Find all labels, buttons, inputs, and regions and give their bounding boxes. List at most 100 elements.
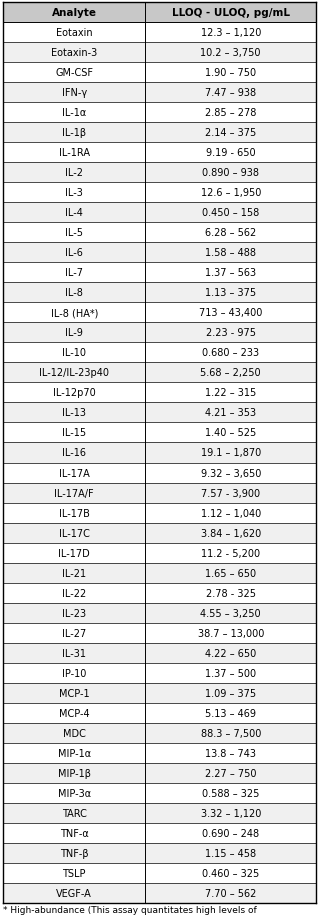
Text: 0.890 – 938: 0.890 – 938 <box>202 168 259 178</box>
Text: IL-17C: IL-17C <box>59 528 90 538</box>
Bar <box>3 243 316 263</box>
Text: 1.58 – 488: 1.58 – 488 <box>205 248 256 258</box>
Bar <box>3 803 316 823</box>
Text: 7.70 – 562: 7.70 – 562 <box>205 888 256 898</box>
Text: IP-10: IP-10 <box>62 668 86 678</box>
Text: IL-17A: IL-17A <box>59 468 90 478</box>
Bar <box>3 523 316 543</box>
Text: IFN-γ: IFN-γ <box>62 88 87 98</box>
Text: 4.21 – 353: 4.21 – 353 <box>205 408 256 418</box>
Bar <box>3 703 316 723</box>
Text: 1.22 – 315: 1.22 – 315 <box>205 388 256 398</box>
Text: 7.57 - 3,900: 7.57 - 3,900 <box>201 488 260 498</box>
Text: IL-13: IL-13 <box>62 408 86 418</box>
Text: IL-27: IL-27 <box>62 628 86 638</box>
Bar <box>3 543 316 563</box>
Text: Eotaxin: Eotaxin <box>56 28 93 38</box>
Bar <box>3 383 316 403</box>
Text: 4.22 – 650: 4.22 – 650 <box>205 648 256 658</box>
Bar <box>3 623 316 643</box>
Text: 3.32 – 1,120: 3.32 – 1,120 <box>201 808 261 818</box>
Bar <box>3 223 316 243</box>
Text: IL-17B: IL-17B <box>59 508 90 518</box>
Text: IL-12p70: IL-12p70 <box>53 388 96 398</box>
Text: 10.2 – 3,750: 10.2 – 3,750 <box>200 48 261 58</box>
Text: MCP-4: MCP-4 <box>59 708 90 718</box>
Bar <box>3 723 316 743</box>
Bar <box>3 843 316 863</box>
Text: 38.7 – 13,000: 38.7 – 13,000 <box>197 628 264 638</box>
Text: IL-21: IL-21 <box>62 568 86 578</box>
Text: 1.90 – 750: 1.90 – 750 <box>205 68 256 78</box>
Text: 0.680 – 233: 0.680 – 233 <box>202 348 259 358</box>
Text: 5.68 – 2,250: 5.68 – 2,250 <box>200 368 261 378</box>
Text: IL-8 (HA*): IL-8 (HA*) <box>50 308 98 318</box>
Text: IL-31: IL-31 <box>62 648 86 658</box>
Text: MDC: MDC <box>63 728 85 738</box>
Text: IL-12/IL-23p40: IL-12/IL-23p40 <box>39 368 109 378</box>
Text: IL-17A/F: IL-17A/F <box>55 488 94 498</box>
Text: 3.84 – 1,620: 3.84 – 1,620 <box>201 528 261 538</box>
Text: 713 – 43,400: 713 – 43,400 <box>199 308 263 318</box>
Text: 19.1 – 1,870: 19.1 – 1,870 <box>201 448 261 458</box>
Bar <box>3 143 316 163</box>
Text: 9.19 - 650: 9.19 - 650 <box>206 148 256 158</box>
Bar <box>3 43 316 63</box>
Text: MCP-1: MCP-1 <box>59 688 90 698</box>
Bar <box>3 63 316 83</box>
Text: IL-2: IL-2 <box>65 168 83 178</box>
Bar <box>3 863 316 883</box>
Bar <box>3 503 316 523</box>
Text: Analyte: Analyte <box>52 8 97 18</box>
Bar <box>3 403 316 423</box>
Text: IL-15: IL-15 <box>62 428 86 438</box>
Bar <box>3 463 316 483</box>
Bar <box>3 23 316 43</box>
Text: 1.65 – 650: 1.65 – 650 <box>205 568 256 578</box>
Bar <box>3 123 316 143</box>
Text: MIP-1α: MIP-1α <box>58 748 91 758</box>
Text: 2.78 - 325: 2.78 - 325 <box>206 588 256 598</box>
Bar <box>3 783 316 803</box>
Bar <box>3 583 316 603</box>
Text: TNF-β: TNF-β <box>60 848 88 858</box>
Text: 1.40 – 525: 1.40 – 525 <box>205 428 256 438</box>
Text: 7.47 – 938: 7.47 – 938 <box>205 88 256 98</box>
Bar <box>3 643 316 663</box>
Text: 13.8 – 743: 13.8 – 743 <box>205 748 256 758</box>
Text: 88.3 – 7,500: 88.3 – 7,500 <box>201 728 261 738</box>
Bar <box>3 443 316 463</box>
Text: IL-22: IL-22 <box>62 588 86 598</box>
Text: IL-1β: IL-1β <box>62 128 86 138</box>
Bar <box>3 683 316 703</box>
Text: 1.13 – 375: 1.13 – 375 <box>205 288 256 298</box>
Text: IL-5: IL-5 <box>65 228 83 238</box>
Bar <box>3 303 316 323</box>
Text: 1.12 – 1,040: 1.12 – 1,040 <box>201 508 261 518</box>
Text: 0.460 – 325: 0.460 – 325 <box>202 868 259 878</box>
Text: IL-9: IL-9 <box>65 328 83 338</box>
Bar <box>3 763 316 783</box>
Text: IL-16: IL-16 <box>62 448 86 458</box>
Text: Eotaxin-3: Eotaxin-3 <box>51 48 97 58</box>
Text: 0.450 – 158: 0.450 – 158 <box>202 208 259 218</box>
Text: IL-4: IL-4 <box>65 208 83 218</box>
Text: 2.85 – 278: 2.85 – 278 <box>205 108 256 118</box>
Text: 6.28 – 562: 6.28 – 562 <box>205 228 256 238</box>
Text: IL-10: IL-10 <box>62 348 86 358</box>
Text: 12.3 – 1,120: 12.3 – 1,120 <box>201 28 261 38</box>
Text: IL-1RA: IL-1RA <box>59 148 90 158</box>
Bar <box>3 343 316 363</box>
Bar <box>3 663 316 683</box>
Text: IL-3: IL-3 <box>65 188 83 198</box>
Text: TSLP: TSLP <box>63 868 86 878</box>
Text: VEGF-A: VEGF-A <box>56 888 92 898</box>
Bar <box>3 323 316 343</box>
Text: 1.37 – 500: 1.37 – 500 <box>205 668 256 678</box>
Text: IL-23: IL-23 <box>62 608 86 618</box>
Text: IL-8: IL-8 <box>65 288 83 298</box>
Bar <box>3 423 316 443</box>
Text: MIP-1β: MIP-1β <box>58 768 91 778</box>
Text: 1.37 – 563: 1.37 – 563 <box>205 268 256 278</box>
Text: 1.15 – 458: 1.15 – 458 <box>205 848 256 858</box>
